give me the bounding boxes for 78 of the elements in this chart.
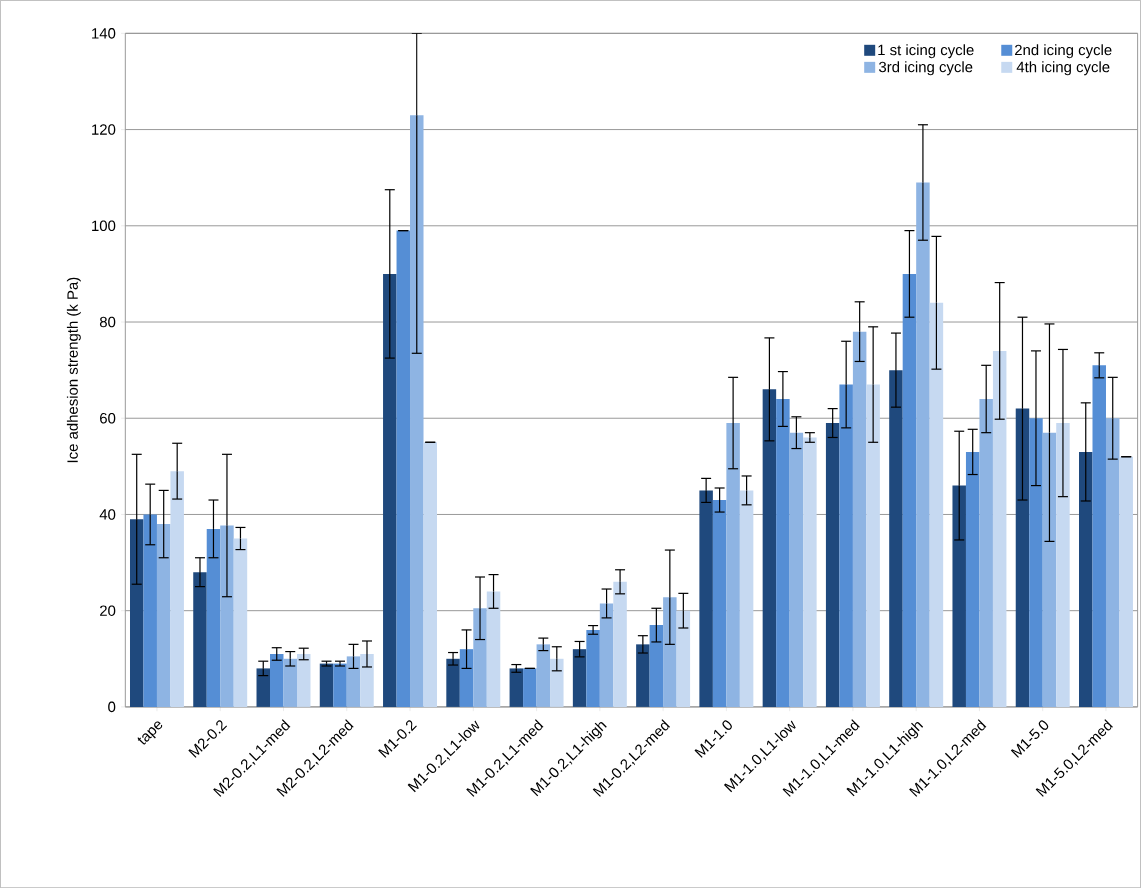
bar	[916, 182, 930, 707]
bar	[663, 597, 677, 707]
bar	[220, 525, 234, 707]
bar	[762, 389, 777, 707]
bar	[992, 350, 1007, 707]
y-tick-label: 0	[108, 701, 116, 713]
bar	[256, 668, 270, 707]
bar	[952, 485, 966, 707]
bar	[523, 668, 537, 707]
bar	[889, 370, 903, 707]
legend-label: 3rd icing cycle	[878, 61, 973, 76]
bar	[536, 644, 551, 707]
bar	[319, 663, 334, 707]
bar	[866, 384, 880, 707]
y-tick-label: 140	[92, 27, 116, 39]
y-tick-label: 80	[99, 316, 116, 328]
bar	[550, 658, 564, 707]
bar	[333, 663, 347, 707]
bar	[586, 629, 600, 707]
bar	[129, 519, 144, 707]
bar	[636, 644, 650, 707]
bar	[676, 610, 691, 707]
bar	[170, 471, 184, 707]
bar	[739, 490, 754, 707]
bar	[1119, 456, 1133, 707]
y-tick-label: 120	[92, 124, 116, 135]
legend-label: 1 st icing cycle	[878, 44, 974, 59]
bar	[383, 273, 397, 707]
bar	[712, 499, 727, 707]
bar	[839, 384, 853, 707]
bar	[446, 658, 460, 707]
y-tick-label: 60	[100, 412, 116, 424]
bar	[296, 653, 311, 707]
bar	[423, 442, 438, 707]
legend-label: 2nd icing cycle	[1014, 44, 1112, 59]
bar	[360, 653, 374, 707]
bar	[599, 603, 614, 707]
bar	[486, 591, 501, 707]
bar	[803, 437, 817, 707]
bar	[346, 656, 361, 707]
bar	[929, 302, 944, 707]
bar	[613, 581, 627, 707]
bar	[649, 625, 664, 707]
bar	[193, 572, 207, 707]
bar	[572, 649, 587, 707]
bar	[1056, 422, 1070, 707]
bar	[726, 422, 740, 707]
bar	[509, 668, 524, 707]
bar	[699, 490, 713, 707]
y-axis-title: Ice adhesion strength (k Pa)	[66, 277, 81, 463]
bar	[396, 230, 411, 707]
bar	[283, 658, 297, 707]
bar	[1042, 432, 1057, 707]
bar	[473, 608, 487, 707]
legend-label: 4th icing cycle	[1016, 61, 1110, 76]
bar	[1079, 451, 1093, 707]
bar	[459, 649, 474, 707]
bar	[1092, 365, 1106, 707]
bar	[1105, 418, 1120, 707]
bar	[143, 514, 157, 707]
bar	[902, 273, 917, 707]
y-tick-label: 100	[92, 220, 116, 231]
y-tick-label: 40	[99, 509, 116, 520]
bar	[206, 528, 221, 707]
bar	[965, 451, 980, 707]
x-tick-label: tape	[137, 721, 163, 745]
bar	[789, 432, 804, 707]
bar	[233, 538, 248, 707]
bar	[825, 422, 840, 707]
bar	[852, 331, 867, 707]
bar	[1029, 418, 1043, 707]
bar	[270, 653, 284, 707]
bar	[979, 398, 993, 707]
bar	[156, 524, 171, 707]
y-tick-label: 20	[100, 605, 116, 616]
bar	[1015, 408, 1030, 707]
bar	[776, 398, 790, 707]
bar	[410, 115, 424, 707]
